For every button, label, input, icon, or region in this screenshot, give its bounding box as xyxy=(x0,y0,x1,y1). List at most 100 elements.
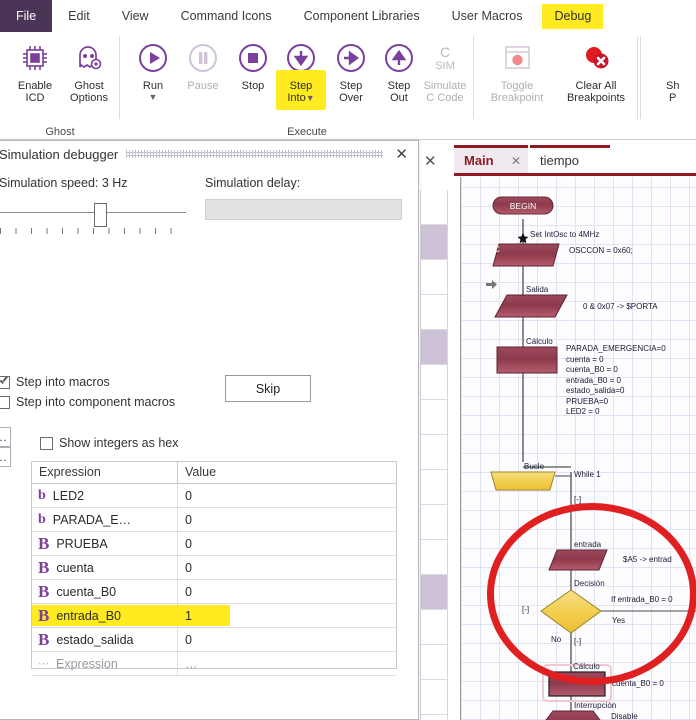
ribbon-button-clear-all-breakpoints[interactable]: Clear All Breakpoints xyxy=(558,36,634,104)
variable-name: estado_salida xyxy=(56,632,134,647)
ribbon-button-toggle-breakpoint[interactable]: Toggle Breakpoint xyxy=(480,36,554,104)
flowchart-panel: Main ✕ tiempo xyxy=(448,145,696,720)
debugger-title-bar[interactable]: Simulation debugger ✕ xyxy=(0,141,418,167)
checkbox-show-integers-as-hex[interactable]: Show integers as hex xyxy=(40,436,179,450)
ribbon-button-step-out[interactable]: Step Out xyxy=(368,36,430,104)
checkbox-label: Step into component macros xyxy=(16,395,176,409)
list-item[interactable] xyxy=(421,330,447,365)
debugger-title: Simulation debugger xyxy=(0,146,119,162)
checkbox-box[interactable] xyxy=(40,436,53,450)
chevron-down-icon[interactable]: ▼ xyxy=(305,93,315,103)
cell-value[interactable]: 0 xyxy=(185,488,192,503)
ribbon-group-cut-off: Sh P xyxy=(640,32,696,139)
list-item[interactable] xyxy=(421,470,447,505)
cell-expression[interactable]: B entrada_B0 xyxy=(32,604,178,627)
byte-var-icon: B xyxy=(38,534,50,553)
close-icon[interactable]: ✕ xyxy=(510,153,521,168)
cell-value[interactable]: … xyxy=(185,656,198,671)
ribbon-tab-file[interactable]: File xyxy=(0,0,53,32)
table-row[interactable]: b PARADA_E… 0 xyxy=(32,508,396,532)
simulation-delay-input[interactable] xyxy=(205,199,402,220)
list-item[interactable] xyxy=(421,540,447,575)
list-item[interactable] xyxy=(421,680,447,715)
skip-button[interactable]: Skip xyxy=(225,375,311,402)
table-row-placeholder[interactable]: ⋯ Expression … xyxy=(32,652,396,676)
ribbon-button-pause[interactable]: Pause xyxy=(172,36,234,92)
checkbox-step-into-macros[interactable]: Step into macros xyxy=(0,375,110,389)
ribbon-button-show-p[interactable]: Sh P xyxy=(666,36,696,104)
table-row[interactable]: B PRUEBA 0 xyxy=(32,532,396,556)
ribbon-tab-command-icons[interactable]: Command Icons xyxy=(180,9,272,23)
table-row-highlighted[interactable]: B entrada_B0 1 xyxy=(32,604,396,628)
cell-value[interactable]: 1 xyxy=(178,604,396,627)
chevron-down-icon[interactable]: ▼ xyxy=(148,92,158,102)
list-item[interactable] xyxy=(421,505,447,540)
flowchart-tab-tiempo[interactable]: tiempo xyxy=(530,145,610,173)
flowchart-tab-main[interactable]: Main ✕ xyxy=(454,145,528,173)
ribbon-button-stop[interactable]: Stop xyxy=(222,36,284,92)
cell-value[interactable]: 0 xyxy=(185,584,192,599)
list-item[interactable] xyxy=(421,400,447,435)
simulation-delay-label: Simulation delay: xyxy=(205,176,301,190)
drag-grip[interactable] xyxy=(126,150,384,158)
cell-expression[interactable]: b LED2 xyxy=(32,484,178,507)
list-item[interactable] xyxy=(421,260,447,295)
list-item[interactable] xyxy=(421,645,447,680)
list-item[interactable] xyxy=(421,575,447,610)
list-item[interactable] xyxy=(421,190,447,225)
ribbon-tab-component-libraries[interactable]: Component Libraries xyxy=(303,9,420,23)
cell-expression[interactable]: ⋯ Expression xyxy=(32,652,178,675)
cell-value[interactable]: 0 xyxy=(185,632,192,647)
variable-name: cuenta_B0 xyxy=(56,584,117,599)
table-row[interactable]: B estado_salida 0 xyxy=(32,628,396,652)
breakpoint-toggle-icon xyxy=(480,36,554,80)
flowchart-canvas[interactable]: BEGIN xyxy=(460,177,696,720)
collapse-marker-1[interactable]: [-] xyxy=(574,495,582,504)
ribbon-button-step-over[interactable]: Step Over xyxy=(320,36,382,104)
mini-button-1[interactable]: M… xyxy=(0,427,11,447)
byte-var-icon: B xyxy=(38,558,50,577)
ribbon-button-step-into[interactable]: Step Into▼ xyxy=(270,36,332,110)
list-item[interactable] xyxy=(421,610,447,645)
table-row[interactable]: b LED2 0 xyxy=(32,484,396,508)
flow-node-code-salida: 0 & 0x07 -> $PORTA xyxy=(583,302,658,311)
cell-expression[interactable]: b PARADA_E… xyxy=(32,508,178,531)
background-panel-close-icon[interactable]: ✕ xyxy=(424,153,437,170)
checkbox-step-into-component-macros[interactable]: Step into component macros xyxy=(0,395,175,409)
list-item[interactable] xyxy=(421,295,447,330)
cell-expression[interactable]: B estado_salida xyxy=(32,628,178,651)
cell-value[interactable]: 0 xyxy=(185,536,192,551)
slider-thumb[interactable] xyxy=(94,203,107,227)
ribbon-button-label: Enable xyxy=(17,80,53,92)
cell-value[interactable]: 0 xyxy=(185,560,192,575)
ribbon-tab-view[interactable]: View xyxy=(121,9,149,23)
collapse-marker-2[interactable]: [-] xyxy=(522,605,530,614)
ribbon-button-ghost-options[interactable]: Ghost Options xyxy=(58,36,120,104)
table-row[interactable]: B cuenta_B0 0 xyxy=(32,580,396,604)
ribbon-button-run[interactable]: Run ▼ xyxy=(122,36,184,102)
checkbox-box[interactable] xyxy=(0,395,10,409)
list-item[interactable] xyxy=(421,365,447,400)
ribbon-tab-user-macros[interactable]: User Macros xyxy=(451,9,523,23)
cell-value[interactable]: 0 xyxy=(185,512,192,527)
ribbon-tab-edit[interactable]: Edit xyxy=(68,9,90,23)
close-icon[interactable]: ✕ xyxy=(395,146,408,163)
column-header-value[interactable]: Value xyxy=(185,465,217,479)
simulation-speed-slider[interactable] xyxy=(0,201,186,235)
column-header-expression[interactable]: Expression xyxy=(32,462,178,483)
list-item[interactable] xyxy=(421,435,447,470)
ribbon-button-simulate-c-code[interactable]: C SIM Simulate C Code xyxy=(414,36,476,104)
ribbon-button-label: Pause xyxy=(187,80,219,92)
ribbon-button-enable-icd[interactable]: Enable ICD xyxy=(4,36,66,104)
slider-ticks xyxy=(0,228,186,234)
list-item[interactable] xyxy=(421,225,447,260)
cell-expression[interactable]: B PRUEBA xyxy=(32,532,178,555)
checkbox-box[interactable] xyxy=(0,375,10,389)
cell-expression[interactable]: B cuenta_B0 xyxy=(32,580,178,603)
ribbon-tab-debug[interactable]: Debug xyxy=(538,0,607,32)
collapse-marker-3[interactable]: [-] xyxy=(574,637,582,646)
cell-expression[interactable]: B cuenta xyxy=(32,556,178,579)
table-row[interactable]: B cuenta 0 xyxy=(32,556,396,580)
mini-button-2[interactable]: M… xyxy=(0,447,11,467)
